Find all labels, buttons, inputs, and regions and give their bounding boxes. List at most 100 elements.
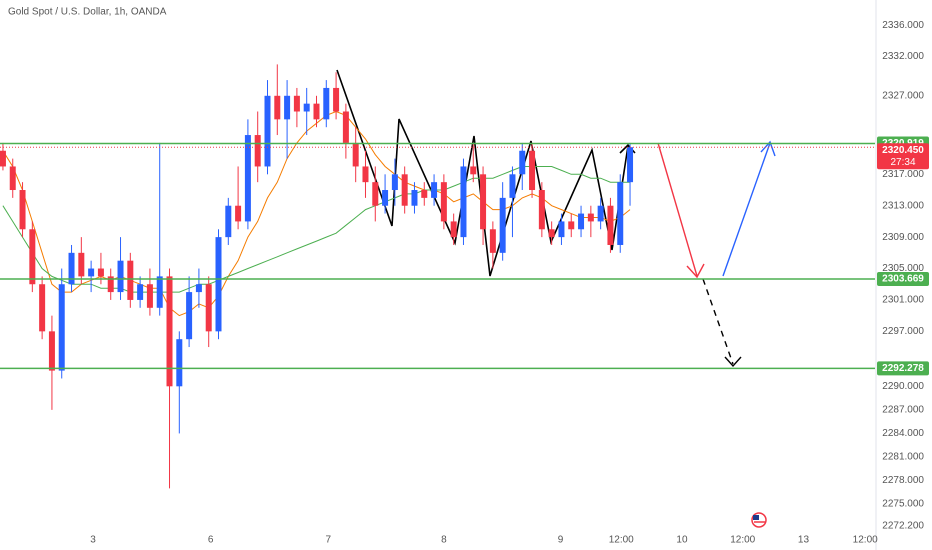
candle-body [470,166,477,175]
candle-body [19,190,26,230]
level-label: 2292.278 [882,363,924,374]
level-label: 2303.669 [882,274,924,285]
candle-body [137,284,144,300]
x-tick-label: 7 [325,535,331,546]
level-badge [877,361,929,376]
candle-body [39,284,46,332]
candle-body [293,95,300,112]
zigzag [336,69,629,277]
candle-body [284,95,291,120]
candle-body [235,205,242,222]
y-tick-label: 2275.000 [882,499,924,510]
drawings [336,69,776,528]
x-tick-label: 13 [798,535,810,546]
y-tick-label: 2313.000 [882,200,924,211]
y-tick-label: 2327.000 [882,90,924,101]
candle-body [382,190,389,206]
y-tick-label: 2305.000 [882,263,924,274]
dashed-arrow [702,278,734,365]
candle-body [421,190,428,198]
candle-body [58,284,65,371]
candle-body [529,150,536,191]
candle-body [313,103,320,120]
x-tick-label: 9 [558,535,564,546]
candle-body [9,166,16,191]
candle-body [568,221,575,230]
candle-body [352,142,359,167]
y-tick-label: 2332.000 [882,51,924,62]
red-arrow [657,142,698,277]
candle-body [548,229,555,238]
countdown-label: 27:34 [890,157,915,168]
candle-body [107,276,114,293]
candle-body [627,147,634,183]
moving-average [2,110,631,317]
y-tick-label: 2290.000 [882,381,924,392]
candle-body [480,174,487,230]
candle-body [127,260,134,300]
last-price-badge [877,143,929,170]
y-tick-label: 2281.000 [882,452,924,463]
flag-canton [753,515,759,520]
last-price-label: 2320.450 [882,145,924,156]
dashed-arrow-head [724,356,742,368]
x-tick-label: 10 [676,535,688,546]
candle-body [597,205,604,222]
candle-body [156,276,163,308]
candle-body [0,150,6,167]
candle-body [578,213,585,230]
moving-average [2,166,630,293]
candle-body [186,292,193,340]
candle-body [215,237,222,332]
blue-arrow-head [760,140,776,157]
candle-body [401,174,408,206]
candle-body [342,111,349,143]
candle-body [450,221,457,238]
candle-body [440,182,447,222]
candle-body [411,190,418,206]
candle-body [607,205,614,245]
candle-body [509,174,516,198]
candle-body [117,260,124,293]
candle-body [195,284,202,293]
y-tick-label: 2336.000 [882,20,924,31]
x-tick-label: 12:00 [853,535,878,546]
candle-body [460,166,467,238]
chart-title: Gold Spot / U.S. Dollar, 1h, OANDA [8,7,167,18]
candle-body [558,221,565,238]
candle-body [499,197,506,253]
y-tick-label: 2309.000 [882,232,924,243]
candle-body [166,276,173,387]
candle-body [146,284,153,308]
candle-body [274,95,281,120]
y-tick-label: 2301.000 [882,295,924,306]
y-tick-label: 2287.000 [882,405,924,416]
y-tick-label: 2284.000 [882,428,924,439]
y-tick-label: 2278.000 [882,475,924,486]
y-tick-label: 2317.000 [882,169,924,180]
candle-body [225,205,232,238]
y-tick-label: 2272.200 [882,521,924,532]
candle-body [519,150,526,175]
blue-arrow [722,142,771,277]
x-tick-label: 6 [208,535,214,546]
candle-body [372,182,379,206]
x-tick-label: 12:00 [730,535,755,546]
x-tick-label: 12:00 [609,535,634,546]
candle-body [205,284,212,332]
y-tick-label: 2297.000 [882,326,924,337]
candle-body [254,135,261,167]
candle-body [88,268,95,277]
candle-body [176,339,183,387]
x-tick-label: 8 [441,535,447,546]
candle-body [48,331,55,371]
candle-body [97,268,104,277]
candle-body [264,95,271,167]
candle-body [362,166,369,183]
candle-body [431,182,438,198]
candle-body [489,229,496,253]
candle-body [617,182,624,245]
level-badge [877,271,929,286]
candle-body [78,252,85,277]
